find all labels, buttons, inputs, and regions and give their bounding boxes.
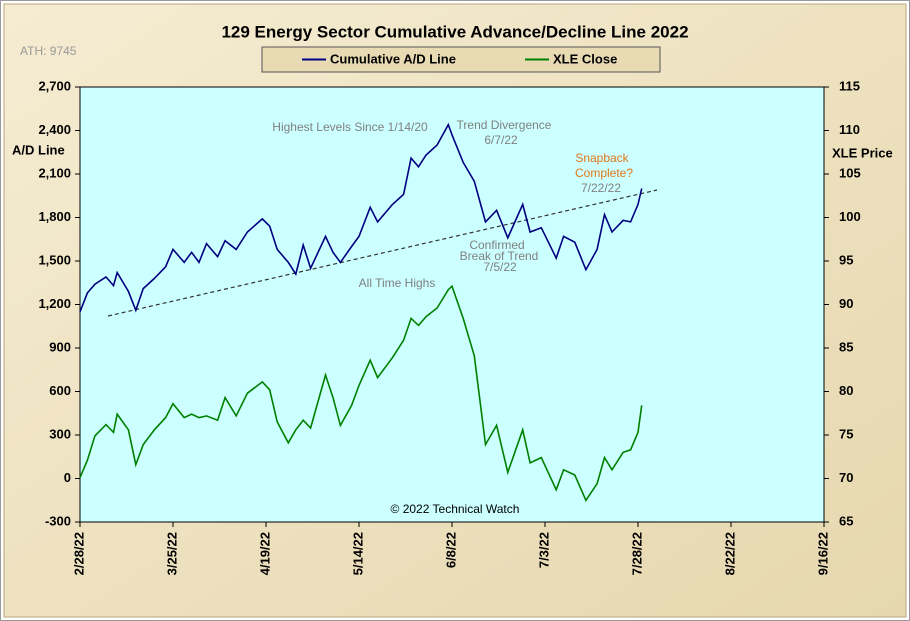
chart-title: 129 Energy Sector Cumulative Advance/Dec… — [221, 22, 688, 41]
series-line — [79, 284, 643, 502]
annotation: Highest Levels Since 1/14/20 — [272, 120, 428, 134]
y2-tick-label: 70 — [839, 470, 853, 485]
x-tick-label: 5/14/22 — [350, 532, 365, 575]
annotation: Trend Divergence — [457, 118, 552, 132]
y2-tick-label: 95 — [839, 252, 853, 267]
annotation: Confirmed — [469, 238, 524, 252]
y-tick-label: 600 — [49, 383, 71, 398]
y-tick-label: -300 — [45, 513, 71, 528]
annotation: Snapback — [575, 151, 629, 165]
y-tick-label: 900 — [49, 339, 71, 354]
y-tick-label: 2,100 — [38, 165, 71, 180]
series-line — [79, 122, 643, 313]
plot-area — [79, 86, 825, 523]
y2-tick-label: 90 — [839, 296, 853, 311]
annotation: 7/22/22 — [581, 181, 621, 195]
y-axis-label: A/D Line — [12, 142, 65, 157]
y-tick-label: 2,400 — [38, 122, 71, 137]
annotation: Complete? — [575, 166, 633, 180]
y2-tick-label: 105 — [839, 165, 861, 180]
annotation: All Time Highs — [359, 276, 436, 290]
x-tick-label: 9/16/22 — [815, 532, 830, 575]
annotation: Break of Trend — [460, 249, 539, 263]
legend-label: XLE Close — [553, 51, 617, 66]
y-tick-label: 300 — [49, 426, 71, 441]
legend-label: Cumulative A/D Line — [330, 51, 456, 66]
y-tick-label: 1,500 — [38, 252, 71, 267]
annotation: 7/5/22 — [483, 260, 517, 274]
y2-tick-label: 65 — [839, 513, 853, 528]
x-tick-label: 8/22/22 — [722, 532, 737, 575]
x-tick-label: 7/28/22 — [629, 532, 644, 575]
x-tick-label: 2/28/22 — [71, 532, 86, 575]
annotation: 6/7/22 — [484, 133, 518, 147]
trend-line — [107, 189, 658, 317]
legend-box — [261, 46, 661, 73]
y2-tick-label: 110 — [839, 122, 860, 137]
y2-tick-label: 100 — [839, 209, 861, 224]
y2-tick-label: 80 — [839, 383, 853, 398]
y2-tick-label: 85 — [839, 339, 853, 354]
y2-tick-label: 115 — [839, 78, 860, 93]
copyright: © 2022 Technical Watch — [391, 502, 520, 516]
y-tick-label: 1,800 — [38, 209, 71, 224]
x-tick-label: 4/19/22 — [257, 532, 272, 575]
x-tick-label: 7/3/22 — [536, 532, 551, 568]
annotation: ATH: 9745 — [20, 44, 77, 58]
y-tick-label: 2,700 — [38, 78, 71, 93]
x-tick-label: 3/25/22 — [164, 532, 179, 575]
y2-axis-label: XLE Price — [832, 145, 893, 160]
y-tick-label: 1,200 — [38, 296, 71, 311]
x-tick-label: 6/8/22 — [443, 532, 458, 568]
y2-tick-label: 75 — [839, 426, 853, 441]
y-tick-label: 0 — [64, 470, 71, 485]
